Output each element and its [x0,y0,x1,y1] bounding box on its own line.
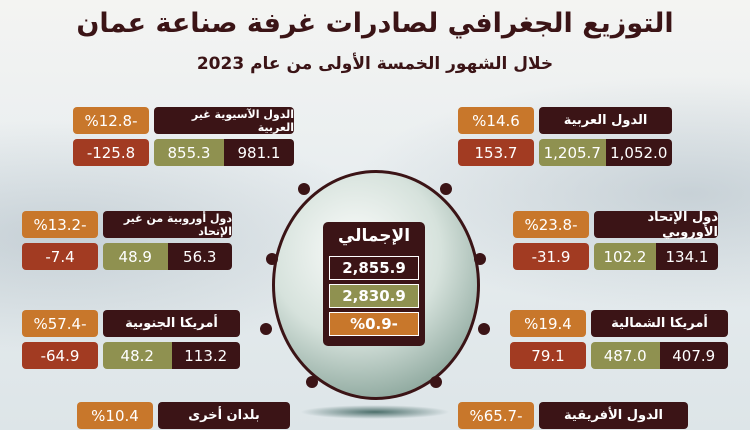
region-name: الدول الأفريقية [539,402,688,429]
region-card-north-america: %19.4 أمريكا الشمالية 79.1 487.0 407.9 [510,310,728,369]
region-name: دول الإتحاد الأوروبي [594,210,718,240]
region-name: الدول العربية [539,107,672,134]
region-value-2: 855.3 [154,139,224,166]
region-change: -31.9 [513,243,589,270]
region-pct: %19.4 [510,310,586,337]
region-pct: %10.4 [77,402,153,429]
total-value-1: 2,855.9 [329,256,419,280]
connector-dot [260,323,272,335]
region-change: -7.4 [22,243,98,270]
connector-dot [474,253,486,265]
region-name: أمريكا الجنوبية [103,310,240,337]
region-value-1: 134.1 [656,243,718,270]
region-pct: %65.7- [458,402,534,429]
region-card-asia: %12.8- الدول الآسيوية غير العربية -125.8 8… [73,107,294,166]
region-card-non-eu-europe: %13.2- دول أوروبية من غير الإتحاد -7.4 48.… [22,211,232,270]
connector-dot [306,376,318,388]
region-value-2: 1,205.7 [539,139,606,166]
region-pct: %13.2- [22,211,98,238]
region-value-1: 1,052.0 [605,139,672,166]
region-value-2: 48.2 [103,342,172,369]
connector-dot [298,183,310,195]
region-card-south-america: %57.4- أمريكا الجنوبية -64.9 48.2 113.2 [22,310,240,369]
region-value-1: 113.2 [171,342,240,369]
page-title: التوزيع الجغرافي لصادرات غرفة صناعة عمان [76,8,674,39]
region-change: -125.8 [73,139,149,166]
connector-dot [478,323,490,335]
total-value-2: 2,830.9 [329,284,419,308]
region-change: 153.7 [458,139,534,166]
region-value-1: 407.9 [659,342,728,369]
region-value-1: 981.1 [224,139,294,166]
region-pct: %23.8- [513,211,589,238]
region-change: -64.9 [22,342,98,369]
total-box: الإجمالي 2,855.9 2,830.9 %0.9- [323,222,425,346]
region-name: بلدان أخرى [158,402,290,429]
region-pct: %57.4- [22,310,98,337]
connector-dot [266,253,278,265]
region-name: دول أوروبية من غير الإتحاد [103,211,232,238]
region-value-2: 102.2 [594,243,656,270]
region-value-2: 48.9 [103,243,168,270]
globe-shadow [300,405,450,419]
region-change: 79.1 [510,342,586,369]
region-card-arab: %14.6 الدول العربية 153.7 1,205.7 1,052.0 [458,107,672,166]
region-card-africa: %65.7- الدول الأفريقية [458,402,688,429]
region-card-others: %10.4 بلدان أخرى [77,402,290,429]
region-name: الدول الآسيوية غير العربية [154,107,294,134]
region-pct: %12.8- [73,107,149,134]
page-subtitle: خلال الشهور الخمسة الأولى من عام 2023 [196,54,554,74]
total-pct: %0.9- [329,312,419,336]
connector-dot [430,376,442,388]
region-value-2: 487.0 [591,342,660,369]
region-value-1: 56.3 [167,243,232,270]
region-pct: %14.6 [458,107,534,134]
region-card-eu: %23.8- دول الإتحاد الأوروبي -31.9 102.2 134… [513,210,718,270]
total-label: الإجمالي [337,226,411,246]
connector-dot [440,183,452,195]
region-name: أمريكا الشمالية [591,310,728,337]
